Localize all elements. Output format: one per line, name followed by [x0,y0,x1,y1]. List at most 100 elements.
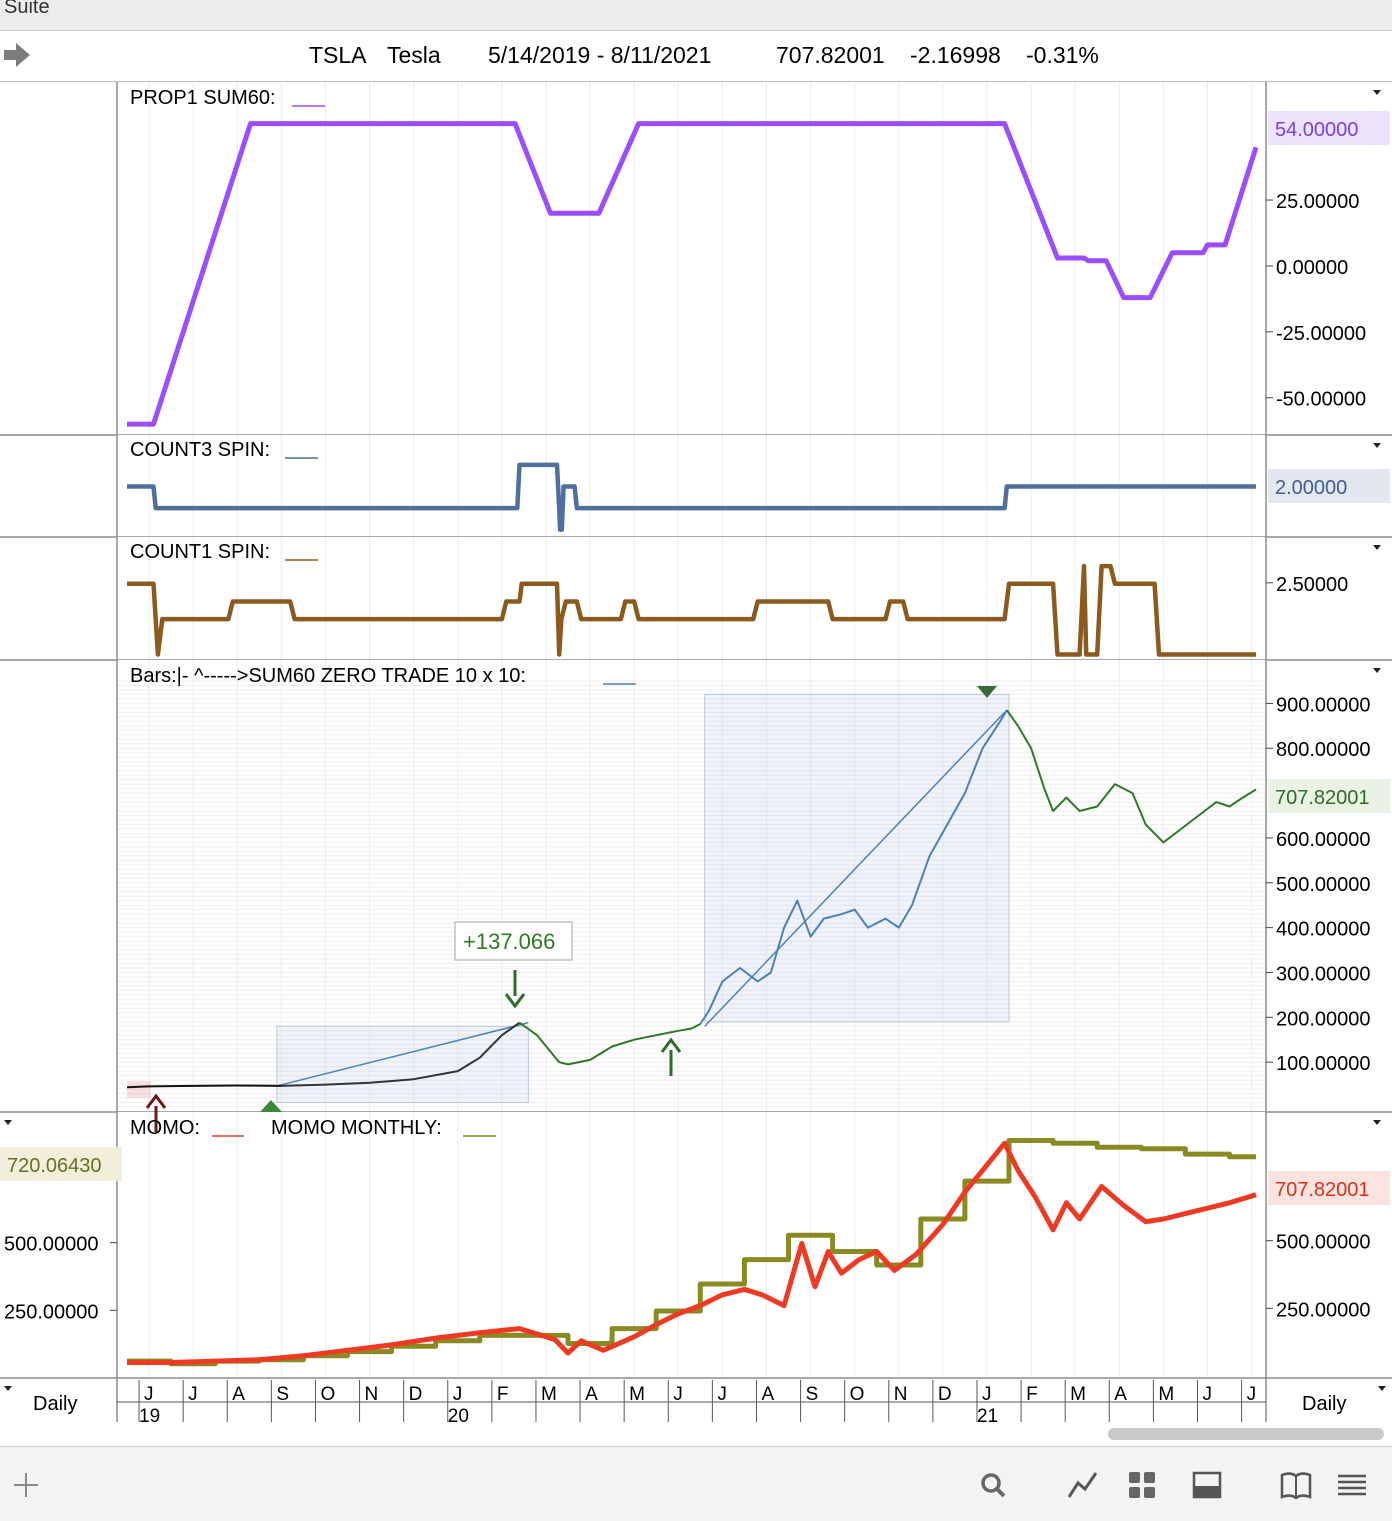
panel-background [117,537,1266,660]
y-tick-label: 400.00000 [1276,919,1371,941]
prop1-last-value: 54.00000 [1275,119,1358,141]
price-bars-after [1005,709,1257,844]
panel-title: COUNT3 SPIN: [130,439,270,461]
count3-last-value: 2.00000 [1275,477,1347,499]
month-label: M [629,1384,645,1405]
year-label: 20 [448,1406,469,1422]
profit-annotation-box [454,921,573,961]
momo-last-value: 707.82001 [1275,1179,1370,1201]
month-label: M [1070,1384,1086,1405]
y-tick-label: 0.00000 [1276,257,1348,279]
y-tick-label: 500.00000 [1276,874,1371,896]
momo-line [127,1140,1257,1365]
prop1-sum60-line [127,121,1259,427]
y-tick-label-left: 500.00000 [4,1234,99,1256]
date-range: 5/14/2019 - 8/11/2021 [488,42,712,68]
panel-menu-icon [1373,1120,1381,1125]
search-icon[interactable] [975,1467,1011,1503]
y-tick-label: 250.00000 [1276,1299,1371,1321]
y-tick-label: 200.00000 [1276,1008,1371,1030]
momo-monthly-last-value: 720.06430 [7,1155,102,1177]
panel-menu-icon [1373,668,1381,673]
y-tick-label: 100.00000 [1276,1053,1371,1075]
year-label: 21 [977,1406,998,1422]
last-price: 707.82001 [776,42,885,68]
profit-annotation: +137.066 [463,929,555,954]
grid-icon[interactable] [1124,1467,1160,1503]
panel-title: PROP1 SUM60: [130,87,276,109]
horizontal-scrollbar[interactable] [1108,1428,1384,1440]
window-titlebar: Suite [0,0,1392,31]
y-tick-label: 800.00000 [1276,739,1371,761]
y-tick-label: 500.00000 [1276,1232,1371,1254]
month-label: N [894,1384,908,1405]
panel-title: Bars:|- ^----->SUM60 ZERO TRADE 10 x 10: [130,665,526,687]
panel-layout-icon[interactable] [1189,1467,1225,1503]
panel-menu-icon-left [4,1120,12,1125]
window-title: Suite [4,0,50,18]
month-label: N [365,1384,379,1405]
price-bars-between [518,1021,701,1066]
y-tick-label: 2.50000 [1276,574,1348,596]
trade-line-1 [276,1021,529,1087]
month-label: F [1026,1384,1038,1405]
price-last-value: 707.82001 [1275,787,1370,809]
y-tick-label: 25.00000 [1276,191,1359,213]
buy-arrow-icon [660,1037,682,1076]
month-label: J [1247,1384,1257,1405]
panel-menu-icon [1373,90,1381,95]
y-tick-label: 300.00000 [1276,963,1371,985]
month-label: J [717,1384,727,1405]
timescale-label-right: Daily [1302,1393,1346,1415]
trade-box-1 [276,1025,529,1104]
month-label: J [1202,1384,1212,1405]
price-last-value-bg [1268,779,1390,813]
sell-arrow-icon [504,970,526,1009]
month-label: A [761,1384,774,1405]
prop1-last-value-bg [1268,111,1390,145]
panel-background [117,660,1266,1112]
price-bars-trade-1 [281,1021,521,1087]
month-label: J [144,1384,154,1405]
forward-arrow-icon[interactable] [2,41,32,69]
list-icon[interactable] [1334,1467,1370,1503]
symbol: TSLA [309,42,367,68]
month-label: M [541,1384,557,1405]
month-label: D [409,1384,423,1405]
month-label: M [1158,1384,1174,1405]
company-name: Tesla [387,42,441,68]
price-bars-trade-2 [699,709,1008,1025]
momo-label: MOMO: [130,1117,200,1139]
month-label: O [850,1384,865,1405]
trade-line-2 [704,711,1006,1027]
month-label: A [585,1384,598,1405]
y-tick-label: 600.00000 [1276,829,1371,851]
y-tick-label: -25.00000 [1276,323,1366,345]
y-tick-label: 900.00000 [1276,694,1371,716]
month-label: O [320,1384,335,1405]
count1-spin-line [127,563,1256,657]
panel-menu-icon [1373,545,1381,550]
panel-background [117,1112,1266,1378]
book-icon[interactable] [1278,1467,1314,1503]
line-chart-icon[interactable] [1064,1467,1100,1503]
stop-box [127,1080,151,1099]
quote-header: TSLA Tesla 5/14/2019 - 8/11/2021 707.820… [0,31,1392,82]
year-label: 19 [139,1406,160,1422]
month-label: A [1114,1384,1127,1405]
month-label: A [232,1384,245,1405]
y-tick-label-left: 250.00000 [4,1301,99,1323]
momo-monthly-label: MOMO MONTHLY: [271,1117,442,1139]
month-label: D [938,1384,952,1405]
timescale-menu-icon-right [1378,1386,1386,1391]
add-icon[interactable] [8,1467,44,1503]
timescale-label-left: Daily [33,1393,77,1415]
exit-arrow-icon [977,686,997,698]
month-label: S [276,1384,289,1405]
count3-last-value-bg [1268,469,1390,503]
chart-area[interactable]: PROP1 SUM60: 25.00000 0.00000 -25.00000 -50.… [0,82,1392,1422]
trade-box-2 [704,693,1010,1023]
entry-arrow-green-icon [260,1100,282,1112]
bottom-toolbar [0,1446,1392,1521]
month-label: J [982,1384,992,1405]
